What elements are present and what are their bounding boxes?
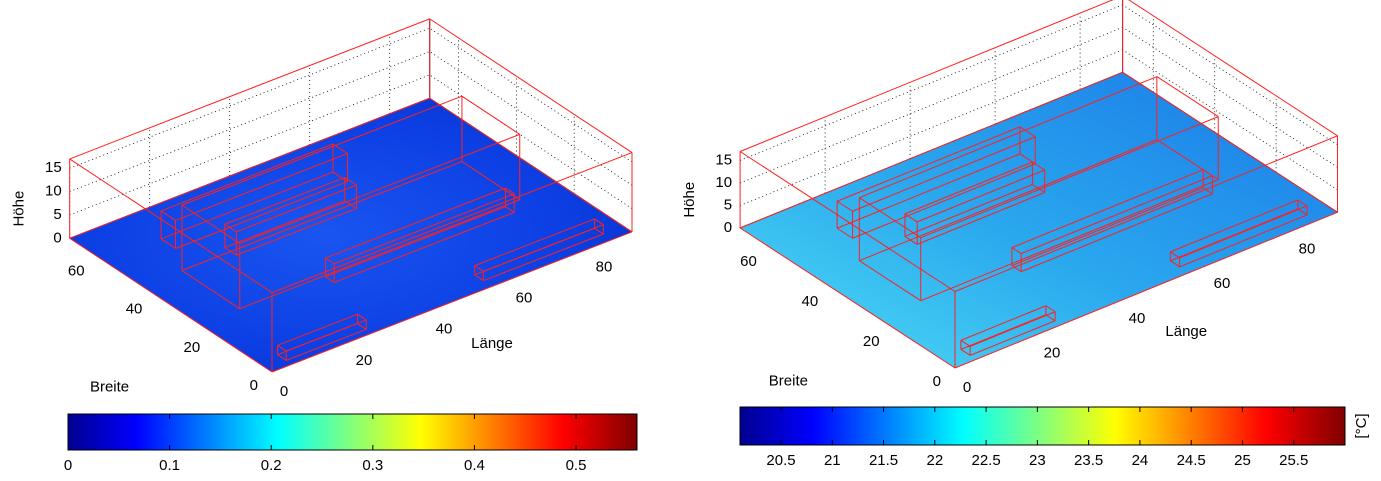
colorbar (740, 407, 1345, 445)
y-axis-label: Breite (90, 378, 129, 395)
z-tick-label: 10 (715, 174, 732, 191)
colorbar-tick-label: 23 (1029, 452, 1046, 469)
colorbar-tick-label: 23.5 (1074, 452, 1103, 469)
colorbar-label: [°C] (1353, 413, 1370, 438)
y-tick-label: 0 (933, 373, 941, 390)
colorbar-tick-label: 0.4 (464, 457, 485, 474)
y-axis-label: Breite (769, 372, 808, 389)
x-axis-label: Länge (471, 335, 513, 352)
z-tick-label: 5 (53, 206, 61, 223)
x-axis-label: Länge (1165, 323, 1207, 340)
colorbar-tick-label: 21.5 (869, 452, 898, 469)
colorbar-tick-label: 0.2 (261, 457, 282, 474)
x-tick-label: 0 (280, 383, 288, 400)
y-tick-label: 40 (802, 293, 819, 310)
colorbar-tick-label: 0 (64, 457, 72, 474)
x-tick-label: 60 (516, 290, 533, 307)
y-tick-label: 20 (184, 339, 201, 356)
y-tick-label: 0 (250, 377, 258, 394)
x-tick-label: 40 (1129, 310, 1146, 327)
x-tick-label: 0 (963, 379, 971, 396)
y-tick-label: 60 (68, 262, 85, 279)
colorbar-tick-label: 22.5 (972, 452, 1001, 469)
colorbar-tick-label: 24 (1132, 452, 1149, 469)
colorbar-tick-label: 0.3 (362, 457, 383, 474)
y-tick-label: 60 (740, 253, 757, 270)
colorbar-tick-label: 25 (1234, 452, 1251, 469)
x-tick-label: 20 (356, 352, 373, 369)
figure: 0 20 40 60 80 0 20 40 60 0 5 10 15 Länge Breite Höhe 0 0.… (0, 0, 1381, 481)
z-axis-label: Höhe (681, 182, 698, 218)
colorbar-tick-label: 25.5 (1279, 452, 1308, 469)
y-tick-label: 40 (126, 301, 143, 318)
colorbar-tick-label: 0.5 (566, 457, 587, 474)
z-tick-label: 15 (45, 159, 62, 176)
x-tick-label: 20 (1044, 344, 1061, 361)
z-tick-label: 10 (45, 183, 62, 200)
x-tick-label: 40 (436, 321, 453, 338)
colorbar-tick-label: 22 (926, 452, 943, 469)
x-tick-label: 80 (596, 258, 613, 275)
x-tick-label: 60 (1214, 275, 1231, 292)
colorbar (68, 414, 637, 450)
z-tick-label: 0 (53, 229, 61, 246)
colorbar-tick-label: 21 (824, 452, 841, 469)
colorbar-tick-label: 24.5 (1177, 452, 1206, 469)
x-tick-label: 80 (1299, 241, 1316, 258)
z-tick-label: 5 (724, 196, 732, 213)
colorbar-tick-label: 20.5 (766, 452, 795, 469)
y-tick-label: 20 (863, 333, 880, 350)
z-tick-label: 0 (724, 219, 732, 236)
z-axis-label: Höhe (11, 191, 28, 227)
colorbar-tick-label: 0.1 (159, 457, 180, 474)
z-tick-label: 15 (715, 151, 732, 168)
